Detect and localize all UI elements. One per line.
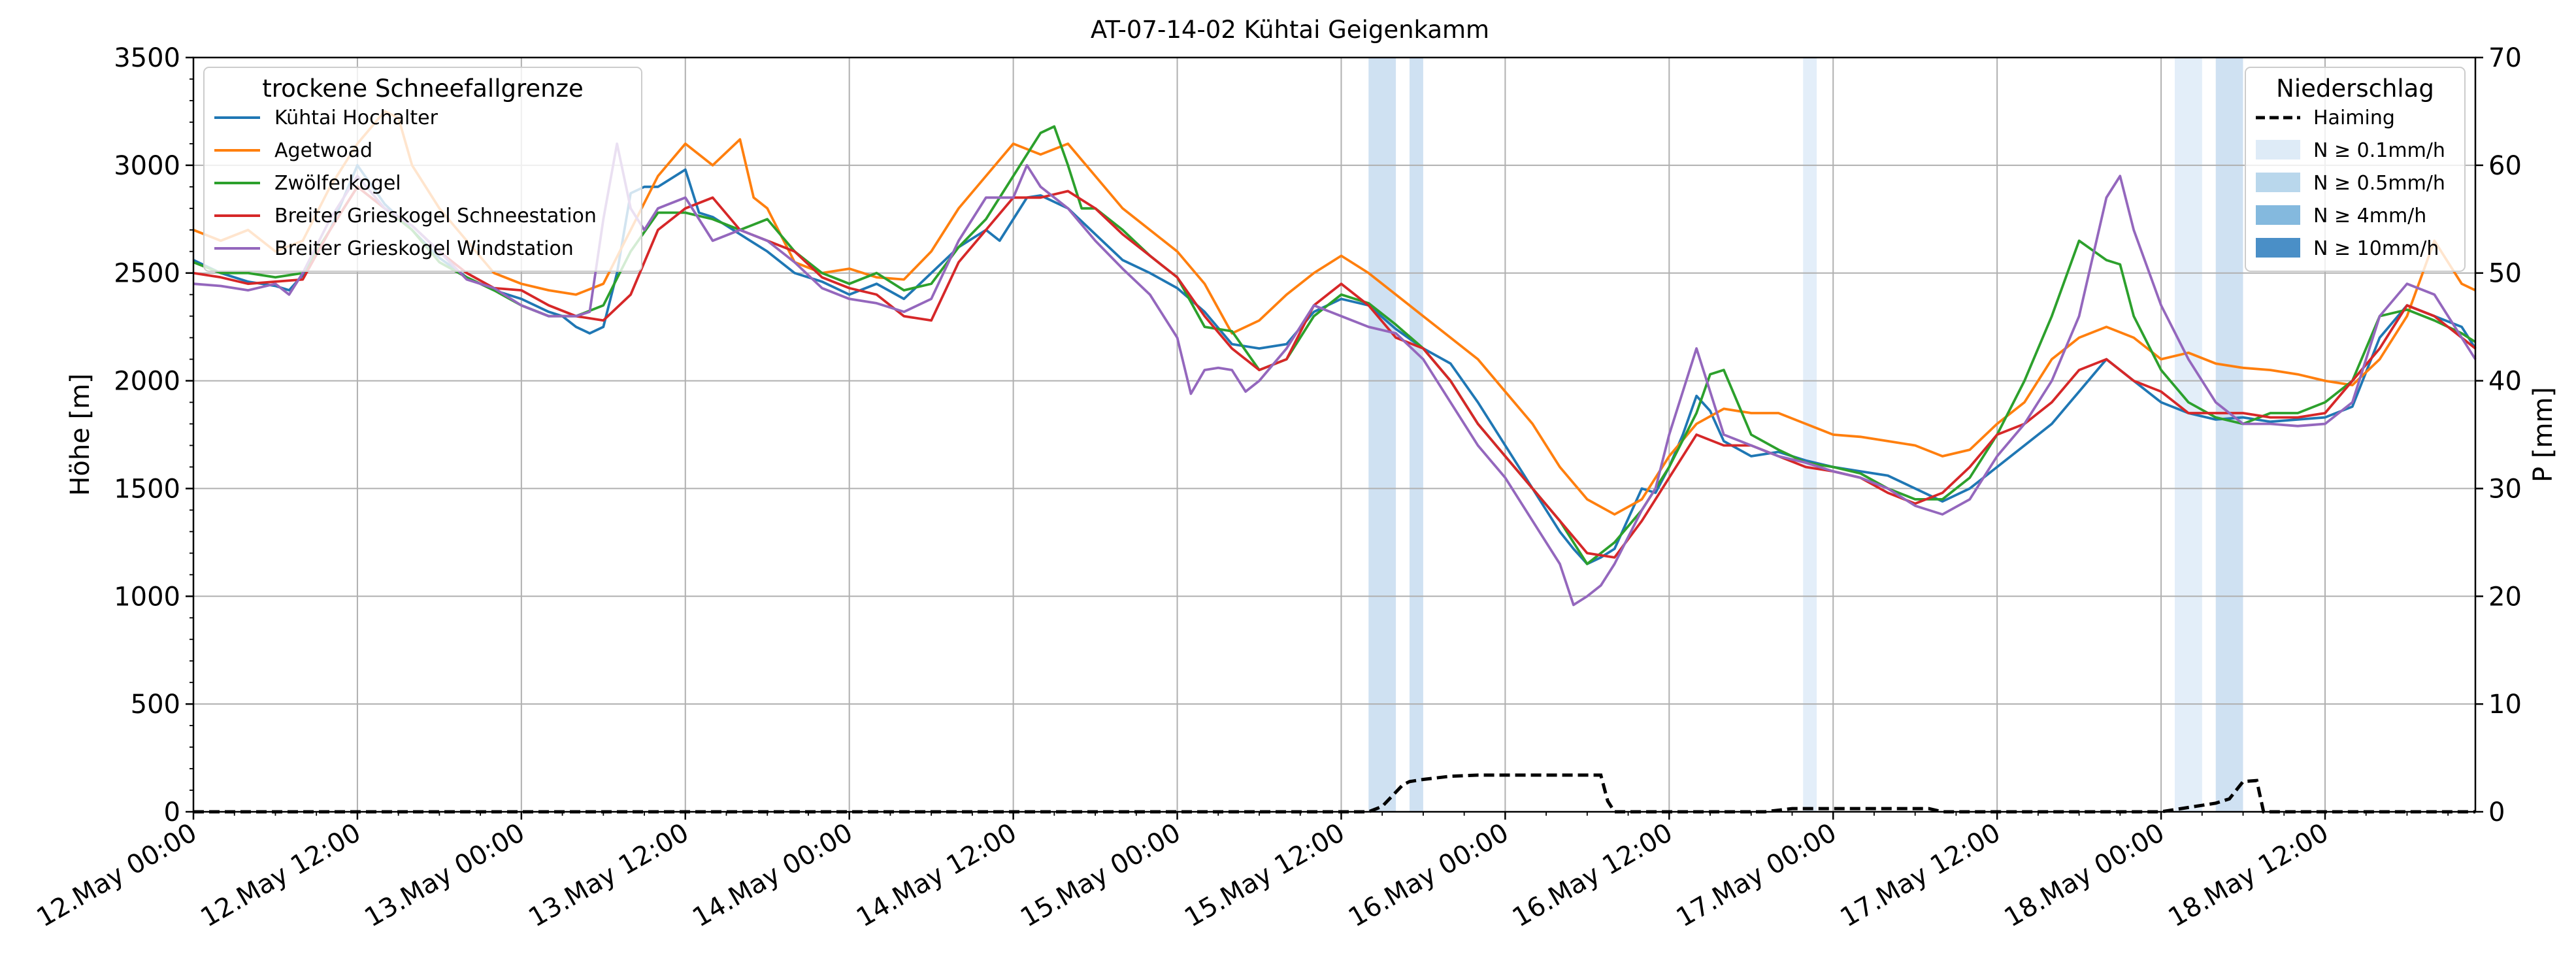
- legend-right-label-1: N ≥ 0.1mm/h: [2313, 139, 2445, 162]
- y-axis-ticks: 0 500 1000 1500 2000 2500 3000 3500: [114, 43, 193, 827]
- series-line-2: [193, 125, 2477, 565]
- legend-right-swatch-2: [2256, 173, 2300, 192]
- y-tick-label-2: 1000: [114, 582, 180, 612]
- series-line-4: [193, 142, 2477, 607]
- y-tick-label-4: 2000: [114, 367, 180, 397]
- y2-tick-label-3: 30: [2488, 474, 2522, 504]
- legend-left-label-4: Breiter Grieskogel Windstation: [274, 237, 574, 260]
- y-tick-label-1: 500: [131, 690, 180, 720]
- legend-right-swatch-1: [2256, 140, 2300, 159]
- y2-axis-label: P [mm]: [2528, 387, 2558, 482]
- y2-axis-ticks: 0 10 20 30 40 50 60 70: [2475, 43, 2522, 827]
- precip-band-3: [2174, 58, 2202, 812]
- y-tick-label-6: 3000: [114, 151, 180, 181]
- chart-title: AT-07-14-02 Kühtai Geigenkamm: [1091, 16, 1489, 44]
- y2-tick-label-0: 0: [2488, 797, 2505, 827]
- precip-bands: [1368, 58, 2243, 812]
- y-tick-label-5: 2500: [114, 259, 180, 289]
- legend-left-label-0: Kühtai Hochalter: [274, 107, 438, 129]
- legend-left: trockene Schneefallgrenze Kühtai Hochalt…: [203, 67, 642, 272]
- series-lines: [193, 110, 2477, 607]
- y2-tick-label-7: 70: [2488, 43, 2522, 73]
- precip-band-0: [1368, 58, 1396, 812]
- legend-left-label-3: Breiter Grieskogel Schneestation: [274, 205, 597, 227]
- series-line-1: [193, 110, 2476, 516]
- y2-tick-label-1: 10: [2488, 690, 2522, 720]
- y2-tick-label-6: 60: [2488, 151, 2522, 181]
- precip-band-1: [1410, 58, 1423, 812]
- y2-tick-label-4: 40: [2488, 367, 2522, 397]
- legend-right-label-3: N ≥ 4mm/h: [2313, 205, 2426, 227]
- legend-right-label-2: N ≥ 0.5mm/h: [2313, 172, 2445, 195]
- legend-left-label-2: Zwölferkogel: [274, 172, 401, 195]
- y-tick-label-7: 3500: [114, 43, 180, 73]
- y-tick-label-3: 1500: [114, 474, 180, 504]
- legend-right-label-4: N ≥ 10mm/h: [2313, 237, 2439, 260]
- plot-frame: [192, 56, 2477, 813]
- legend-left-title: trockene Schneefallgrenze: [262, 75, 584, 103]
- legend-left-label-1: Agetwoad: [274, 139, 372, 162]
- legend-right-label-0: Haiming: [2313, 107, 2395, 129]
- legend-right-swatch-3: [2256, 205, 2300, 225]
- legend-right-swatch-4: [2256, 238, 2300, 258]
- legend-right: Niederschlag Haiming N ≥ 0.1mm/h N ≥ 0.5mm…: [2245, 67, 2466, 272]
- precip-band-4: [2215, 58, 2243, 812]
- y-tick-label-0: 0: [164, 797, 180, 827]
- precip-band-2: [1803, 58, 1817, 812]
- y-axis-label: Höhe [m]: [65, 373, 95, 495]
- y2-tick-label-5: 50: [2488, 259, 2522, 289]
- y2-tick-label-2: 20: [2488, 582, 2522, 612]
- legend-left-frame: [203, 67, 642, 272]
- legend-right-title: Niederschlag: [2276, 75, 2434, 103]
